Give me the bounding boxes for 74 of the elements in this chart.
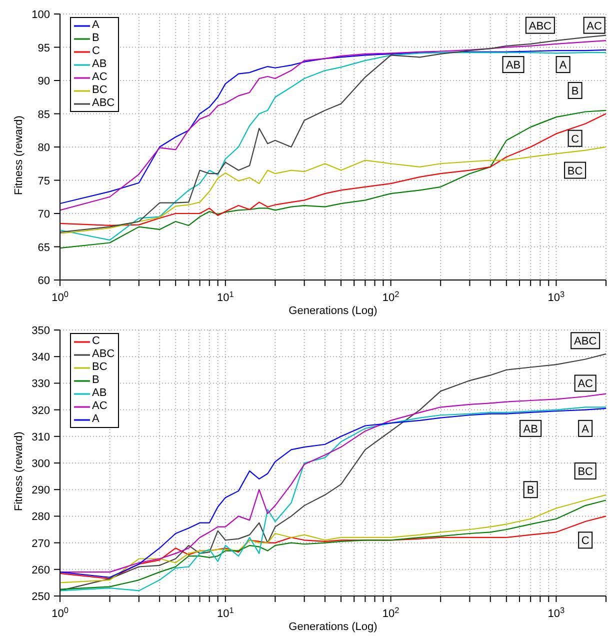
label-box: A (578, 420, 593, 437)
y-tick-label: 95 (38, 42, 50, 54)
legend-label: B (92, 374, 100, 387)
x-tick-label: 10$^{2}$ (382, 606, 400, 620)
legend-label: A (92, 413, 100, 426)
y-tick-label: 80 (38, 142, 50, 154)
y-tick-label: 60 (38, 275, 50, 287)
y-tick-label: 320 (32, 404, 50, 417)
legend-label: ABC (92, 348, 115, 361)
legend-label: AC (92, 71, 108, 84)
legend-label: AB (92, 387, 107, 400)
label-box: B (568, 82, 582, 99)
annotation: C (581, 535, 590, 548)
legend-label: AB (92, 58, 107, 71)
x-tick-label: 10$^{1}$ (216, 290, 234, 304)
legend-label: B (92, 32, 100, 45)
y-tick-label: 100 (32, 9, 50, 21)
label-box: A (556, 56, 570, 74)
y-tick-label: 310 (32, 431, 50, 444)
x-tick-label: 10$^{2}$ (382, 290, 400, 304)
label-box: BC (564, 162, 586, 179)
x-tick-label: 10$^{0}$ (52, 290, 69, 304)
label-box: AC (574, 374, 596, 392)
y-tick-label: 340 (32, 352, 50, 364)
label-box: ABC (525, 16, 555, 34)
label-box: AC (583, 16, 606, 34)
annotation: C (571, 133, 580, 146)
label-box: C (568, 130, 582, 147)
y-axis-title: Fitness (reward) (12, 432, 25, 511)
x-tick-label: 10$^{0}$ (52, 606, 69, 620)
label-box: ABC (570, 332, 600, 350)
annotation: AB (506, 60, 521, 72)
y-tick-label: 90 (38, 76, 50, 88)
legend-label: BC (92, 361, 108, 374)
y-tick-label: 85 (38, 108, 50, 121)
annotation: A (559, 60, 568, 72)
annotation: ABC (574, 336, 597, 348)
annotation: B (526, 484, 534, 497)
legend-label: ABC (92, 97, 115, 110)
label-box: C (578, 532, 593, 549)
y-tick-label: 75 (38, 175, 50, 188)
y-tick-label: 350 (32, 325, 50, 337)
legend-label: C (92, 335, 100, 348)
legend-label: AC (92, 400, 108, 413)
label-box: AB (502, 56, 524, 74)
annotation: AC (586, 20, 602, 32)
label-box: AB (520, 420, 542, 437)
y-tick-label: 260 (32, 564, 50, 576)
x-axis-title: Generations (Log) (288, 621, 378, 633)
y-tick-label: 270 (32, 538, 50, 550)
annotation: B (571, 85, 579, 98)
y-axis-title: Fitness (reward) (12, 116, 25, 195)
x-axis-title: Generations (Log) (288, 305, 378, 317)
y-tick-label: 290 (32, 484, 50, 497)
x-tick-label: 10$^{3}$ (548, 606, 566, 620)
annotation: ABC (528, 20, 552, 32)
y-tick-label: 300 (32, 458, 50, 470)
legend-label: BC (92, 84, 108, 97)
label-box: B (523, 481, 538, 498)
annotation: A (582, 423, 590, 436)
y-tick-label: 70 (38, 208, 50, 220)
x-tick-label: 10$^{3}$ (548, 290, 566, 304)
annotation: AB (523, 423, 538, 436)
legend-label: A (92, 19, 100, 32)
annotation: BC (567, 165, 583, 178)
y-tick-label: 65 (38, 242, 50, 254)
annotation: AC (578, 378, 594, 390)
legend-label: C (92, 45, 100, 58)
y-tick-label: 280 (32, 511, 50, 524)
y-tick-label: 250 (32, 591, 50, 603)
label-box: BC (574, 462, 596, 480)
y-tick-label: 330 (32, 378, 50, 390)
annotation: BC (578, 466, 594, 478)
x-tick-label: 10$^{1}$ (216, 606, 234, 620)
